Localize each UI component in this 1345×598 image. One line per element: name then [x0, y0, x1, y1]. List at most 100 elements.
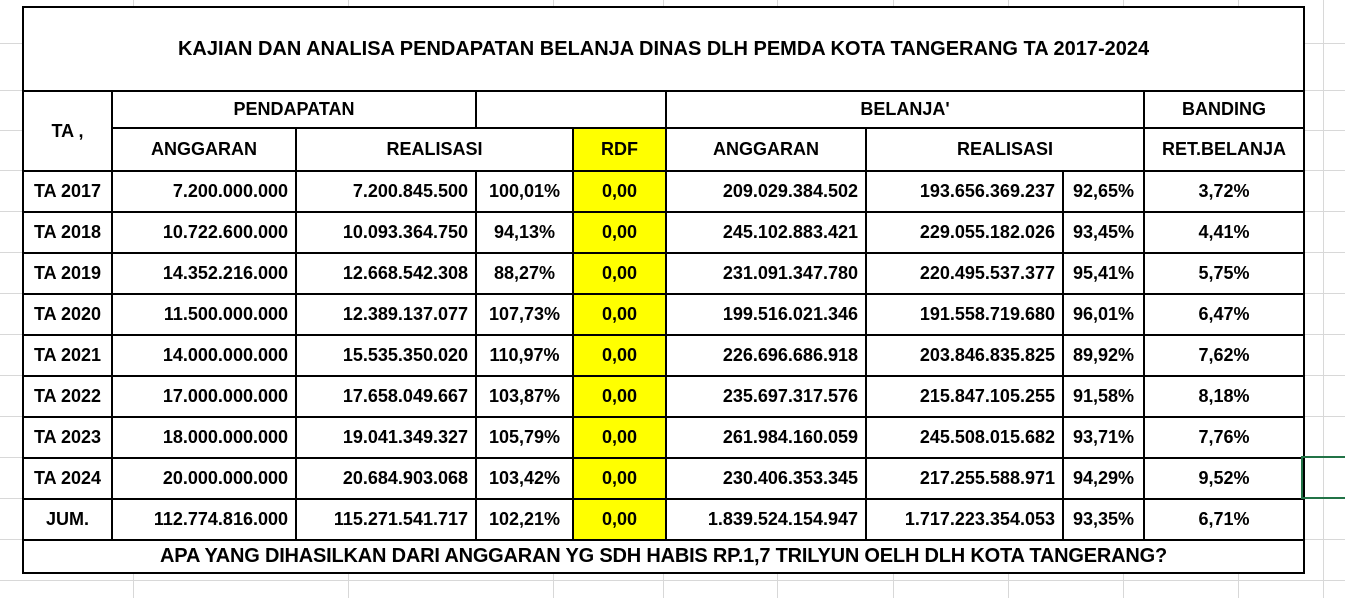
active-cell-selection[interactable]: [1301, 456, 1345, 499]
cell-ta-label[interactable]: TA 2020: [22, 293, 113, 336]
cell-pendapatan-realisasi[interactable]: 15.535.350.020: [295, 334, 477, 377]
cell-rdf[interactable]: 0,00: [572, 498, 667, 541]
cell-pendapatan-realisasi[interactable]: 12.668.542.308: [295, 252, 477, 295]
header-ret-belanja[interactable]: RET.BELANJA: [1142, 127, 1306, 172]
cell-banding-pct[interactable]: 3,72%: [1142, 170, 1306, 213]
cell-rdf[interactable]: 0,00: [572, 211, 667, 254]
cell-ta-label[interactable]: TA 2017: [22, 170, 113, 213]
cell-ta-label[interactable]: JUM.: [22, 498, 113, 541]
cell-pendapatan-anggaran[interactable]: 20.000.000.000: [111, 457, 297, 500]
cell-belanja-pct[interactable]: 96,01%: [1062, 293, 1145, 336]
cell-pendapatan-pct[interactable]: 88,27%: [475, 252, 574, 295]
cell-pendapatan-anggaran[interactable]: 112.774.816.000: [111, 498, 297, 541]
cell-ta-label[interactable]: TA 2021: [22, 334, 113, 377]
cell-belanja-pct[interactable]: 95,41%: [1062, 252, 1145, 295]
cell-pendapatan-pct[interactable]: 94,13%: [475, 211, 574, 254]
cell-belanja-anggaran[interactable]: 245.102.883.421: [665, 211, 867, 254]
cell-belanja-realisasi[interactable]: 215.847.105.255: [865, 375, 1064, 418]
cell-belanja-pct[interactable]: 93,45%: [1062, 211, 1145, 254]
cell-banding-pct[interactable]: 7,62%: [1142, 334, 1306, 377]
cell-belanja-realisasi[interactable]: 203.846.835.825: [865, 334, 1064, 377]
cell-belanja-realisasi[interactable]: 217.255.588.971: [865, 457, 1064, 500]
cell-pendapatan-anggaran[interactable]: 11.500.000.000: [111, 293, 297, 336]
cell-pendapatan-pct[interactable]: 107,73%: [475, 293, 574, 336]
cell-banding-pct[interactable]: 5,75%: [1142, 252, 1306, 295]
cell-pendapatan-realisasi[interactable]: 12.389.137.077: [295, 293, 477, 336]
gridline: [0, 580, 1345, 581]
cell-pendapatan-pct[interactable]: 103,87%: [475, 375, 574, 418]
cell-pendapatan-anggaran[interactable]: 14.352.216.000: [111, 252, 297, 295]
header-ta[interactable]: TA ,: [22, 90, 113, 172]
cell-pendapatan-realisasi[interactable]: 7.200.845.500: [295, 170, 477, 213]
cell-belanja-realisasi[interactable]: 193.656.369.237: [865, 170, 1064, 213]
header-belanja[interactable]: BELANJA': [665, 90, 1145, 129]
cell-pendapatan-anggaran[interactable]: 17.000.000.000: [111, 375, 297, 418]
empty-header-cell[interactable]: [475, 90, 667, 129]
cell-belanja-pct[interactable]: 93,71%: [1062, 416, 1145, 459]
cell-belanja-anggaran[interactable]: 199.516.021.346: [665, 293, 867, 336]
cell-banding-pct[interactable]: 6,47%: [1142, 293, 1306, 336]
cell-belanja-pct[interactable]: 89,92%: [1062, 334, 1145, 377]
cell-belanja-anggaran[interactable]: 209.029.384.502: [665, 170, 867, 213]
cell-ta-label[interactable]: TA 2022: [22, 375, 113, 418]
cell-rdf[interactable]: 0,00: [572, 252, 667, 295]
cell-belanja-pct[interactable]: 91,58%: [1062, 375, 1145, 418]
cell-belanja-pct[interactable]: 92,65%: [1062, 170, 1145, 213]
cell-rdf[interactable]: 0,00: [572, 457, 667, 500]
header-banding[interactable]: BANDING: [1142, 90, 1306, 129]
header-pendapatan[interactable]: PENDAPATAN: [111, 90, 477, 129]
cell-belanja-pct[interactable]: 94,29%: [1062, 457, 1145, 500]
cell-banding-pct[interactable]: 6,71%: [1142, 498, 1306, 541]
cell-belanja-realisasi[interactable]: 245.508.015.682: [865, 416, 1064, 459]
cell-pendapatan-realisasi[interactable]: 20.684.903.068: [295, 457, 477, 500]
cell-ta-label[interactable]: TA 2018: [22, 211, 113, 254]
cell-rdf[interactable]: 0,00: [572, 293, 667, 336]
cell-pendapatan-realisasi[interactable]: 19.041.349.327: [295, 416, 477, 459]
header-realisasi-belanja[interactable]: REALISASI: [865, 127, 1145, 172]
cell-ta-label[interactable]: TA 2019: [22, 252, 113, 295]
cell-banding-pct[interactable]: 8,18%: [1142, 375, 1306, 418]
cell-belanja-anggaran[interactable]: 230.406.353.345: [665, 457, 867, 500]
cell-belanja-realisasi[interactable]: 229.055.182.026: [865, 211, 1064, 254]
cell-belanja-realisasi[interactable]: 1.717.223.354.053: [865, 498, 1064, 541]
header-anggaran-pendapatan[interactable]: ANGGARAN: [111, 127, 297, 172]
cell-rdf[interactable]: 0,00: [572, 334, 667, 377]
header-realisasi-pendapatan[interactable]: REALISASI: [295, 127, 574, 172]
table-row: TA 2019 14.352.216.000 12.668.542.308 88…: [22, 252, 1306, 295]
cell-belanja-anggaran[interactable]: 231.091.347.780: [665, 252, 867, 295]
cell-ta-label[interactable]: TA 2024: [22, 457, 113, 500]
cell-pendapatan-pct[interactable]: 100,01%: [475, 170, 574, 213]
cell-pendapatan-pct[interactable]: 105,79%: [475, 416, 574, 459]
cell-pendapatan-pct[interactable]: 103,42%: [475, 457, 574, 500]
cell-banding-pct[interactable]: 9,52%: [1142, 457, 1306, 500]
cell-belanja-pct[interactable]: 93,35%: [1062, 498, 1145, 541]
table-row: TA 2017 7.200.000.000 7.200.845.500 100,…: [22, 170, 1306, 213]
cell-pendapatan-anggaran[interactable]: 18.000.000.000: [111, 416, 297, 459]
cell-pendapatan-realisasi[interactable]: 17.658.049.667: [295, 375, 477, 418]
cell-belanja-anggaran[interactable]: 226.696.686.918: [665, 334, 867, 377]
cell-pendapatan-anggaran[interactable]: 14.000.000.000: [111, 334, 297, 377]
cell-pendapatan-anggaran[interactable]: 10.722.600.000: [111, 211, 297, 254]
cell-pendapatan-anggaran[interactable]: 7.200.000.000: [111, 170, 297, 213]
cell-rdf[interactable]: 0,00: [572, 375, 667, 418]
cell-belanja-anggaran[interactable]: 235.697.317.576: [665, 375, 867, 418]
cell-rdf[interactable]: 0,00: [572, 416, 667, 459]
header-anggaran-belanja[interactable]: ANGGARAN: [665, 127, 867, 172]
cell-belanja-anggaran[interactable]: 261.984.160.059: [665, 416, 867, 459]
cell-pendapatan-pct[interactable]: 110,97%: [475, 334, 574, 377]
cell-banding-pct[interactable]: 7,76%: [1142, 416, 1306, 459]
table-footer-question: APA YANG DIHASILKAN DARI ANGGARAN YG SDH…: [21, 539, 1306, 574]
header-rdf[interactable]: RDF: [572, 127, 667, 172]
cell-banding-pct[interactable]: 4,41%: [1142, 211, 1306, 254]
cell-ta-label[interactable]: TA 2023: [22, 416, 113, 459]
cell-belanja-realisasi[interactable]: 220.495.537.377: [865, 252, 1064, 295]
cell-rdf[interactable]: 0,00: [572, 170, 667, 213]
cell-pendapatan-realisasi[interactable]: 10.093.364.750: [295, 211, 477, 254]
cell-pendapatan-realisasi[interactable]: 115.271.541.717: [295, 498, 477, 541]
table-row: TA 2020 11.500.000.000 12.389.137.077 10…: [22, 293, 1306, 336]
cell-belanja-anggaran[interactable]: 1.839.524.154.947: [665, 498, 867, 541]
cell-belanja-realisasi[interactable]: 191.558.719.680: [865, 293, 1064, 336]
table-row: TA 2022 17.000.000.000 17.658.049.667 10…: [22, 375, 1306, 418]
cell-pendapatan-pct[interactable]: 102,21%: [475, 498, 574, 541]
table-row: TA 2021 14.000.000.000 15.535.350.020 11…: [22, 334, 1306, 377]
